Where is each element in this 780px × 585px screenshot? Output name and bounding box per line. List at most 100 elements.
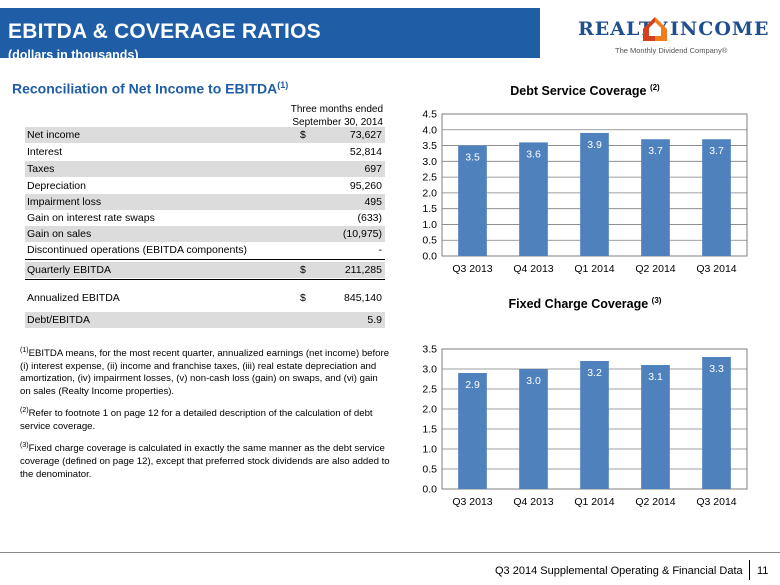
row-label: Discontinued operations (EBITDA componen… <box>27 244 248 256</box>
bar <box>641 139 670 256</box>
page-number: 11 <box>757 565 769 577</box>
row-label: Net income <box>27 129 81 141</box>
y-tick-label: 2.0 <box>422 187 437 199</box>
y-tick-label: 3.0 <box>422 364 437 376</box>
debt-service-coverage-chart: 0.0 0.5 1.0 1.5 2.0 2.5 3.0 3.5 4.0 4.5 3.5 Q3 2013… <box>422 109 748 275</box>
data-label: 3.7 <box>648 145 663 157</box>
x-tick-label: Q2 2014 <box>635 263 675 275</box>
y-tick-label: 0.0 <box>422 484 437 496</box>
row-label: Gain on sales <box>27 228 92 240</box>
bar <box>519 142 548 256</box>
bar <box>519 369 548 489</box>
x-tick-label: Q4 2013 <box>513 263 553 275</box>
table-row: Gain on interest rate swaps (633) <box>25 210 385 226</box>
table-row: Net income $73,627 <box>25 127 385 143</box>
row-value: 211,285 <box>344 264 382 276</box>
row-currency: $ <box>300 264 306 276</box>
bar <box>641 365 670 489</box>
table-row: Discontinued operations (EBITDA componen… <box>25 242 385 258</box>
data-label: 3.0 <box>526 375 541 387</box>
footnote-1: (1)EBITDA means, for the most recent qua… <box>20 347 390 397</box>
row-label: Depreciation <box>27 180 86 192</box>
reconciliation-title-note: (1) <box>277 80 289 90</box>
data-label: 3.6 <box>526 148 541 160</box>
table-column-header: Three months ended September 30, 2014 <box>283 103 383 130</box>
row-label: Interest <box>27 146 63 158</box>
footer-rule <box>0 552 780 553</box>
x-tick-label: Q3 2013 <box>452 263 492 275</box>
y-tick-label: 2.5 <box>422 384 437 396</box>
x-tick-label: Q3 2013 <box>452 496 492 508</box>
data-label: 3.7 <box>709 145 724 157</box>
bar <box>702 357 731 489</box>
y-tick-label: 3.5 <box>422 344 437 356</box>
y-tick-label: 3.5 <box>422 140 437 152</box>
bar <box>458 373 487 489</box>
table-row: Impairment loss 495 <box>25 194 385 210</box>
row-value: 73,627 <box>349 129 382 141</box>
row-value: 95,260 <box>349 180 382 192</box>
row-value: 495 <box>364 196 382 208</box>
house-logo-icon <box>643 17 667 41</box>
table-row: Debt/EBITDA 5.9 <box>25 312 385 328</box>
y-tick-label: 1.5 <box>422 203 437 215</box>
reconciliation-title: Reconciliation of Net Income to EBITDA(1… <box>12 80 289 97</box>
y-tick-label: 4.0 <box>422 124 437 136</box>
y-tick-label: 4.5 <box>422 109 437 121</box>
data-label: 3.1 <box>648 371 663 383</box>
y-tick-label: 0.0 <box>422 251 437 263</box>
fixed-charge-coverage-chart: 0.0 0.5 1.0 1.5 2.0 2.5 3.0 3.5 2.9 Q3 2013 3.0 Q4 … <box>422 344 748 508</box>
footnotes: (1)EBITDA means, for the most recent qua… <box>20 345 390 488</box>
row-value: - <box>378 244 383 256</box>
row-value: (633) <box>357 212 382 224</box>
logo-tagline: The Monthly Dividend Company® <box>615 46 728 55</box>
row-value: (10,975) <box>342 228 382 240</box>
table-row: Interest 52,814 <box>25 144 385 160</box>
y-tick-label: 2.5 <box>422 172 437 184</box>
bar <box>458 145 487 256</box>
table-rule <box>25 259 385 260</box>
data-label: 3.5 <box>465 152 480 164</box>
company-logo: REALTY INCOME The Monthly Dividend Compa… <box>578 16 768 60</box>
data-label: 2.9 <box>465 379 480 391</box>
title-band: EBITDA & COVERAGE RATIOS (dollars in tho… <box>0 8 540 62</box>
x-tick-label: Q1 2014 <box>574 496 614 508</box>
row-label: Taxes <box>27 163 55 175</box>
row-value: 5.9 <box>367 314 382 326</box>
y-tick-label: 1.0 <box>422 444 437 456</box>
data-label: 3.3 <box>709 363 724 375</box>
page-title: EBITDA & COVERAGE RATIOS <box>8 20 321 43</box>
bar <box>702 139 731 256</box>
x-tick-label: Q1 2014 <box>574 263 614 275</box>
y-tick-label: 1.5 <box>422 424 437 436</box>
y-tick-label: 1.0 <box>422 219 437 231</box>
row-label: Annualized EBITDA <box>27 292 120 304</box>
y-tick-label: 2.0 <box>422 404 437 416</box>
x-tick-label: Q4 2013 <box>513 496 553 508</box>
bar <box>580 361 609 489</box>
x-tick-label: Q3 2014 <box>696 263 736 275</box>
y-tick-label: 0.5 <box>422 235 437 247</box>
fixed-charge-chart-title: Fixed Charge Coverage (3) <box>508 296 662 312</box>
table-rule <box>25 279 385 280</box>
footnote-2: (2)Refer to footnote 1 on page 12 for a … <box>20 407 373 432</box>
footer-separator <box>749 560 750 580</box>
row-value: 845,140 <box>344 292 382 304</box>
table-row: Gain on sales (10,975) <box>25 226 385 242</box>
y-tick-label: 3.0 <box>422 156 437 168</box>
logo-word-right: INCOME <box>670 18 770 40</box>
footnote-3: (3)Fixed charge coverage is calculated i… <box>20 442 390 480</box>
data-label: 3.9 <box>587 139 602 151</box>
debt-service-chart-title: Debt Service Coverage (2) <box>510 83 660 99</box>
page-subtitle: (dollars in thousands) <box>8 48 139 62</box>
row-label: Gain on interest rate swaps <box>27 212 155 224</box>
table-row: Annualized EBITDA $845,140 <box>25 290 385 306</box>
table-row: Quarterly EBITDA $211,285 <box>25 262 385 278</box>
footer-text: Q3 2014 Supplemental Operating & Financi… <box>495 565 743 577</box>
x-tick-label: Q2 2014 <box>635 496 675 508</box>
row-value: 697 <box>364 163 382 175</box>
row-label: Quarterly EBITDA <box>27 264 112 276</box>
page-header: EBITDA & COVERAGE RATIOS (dollars in tho… <box>0 0 780 62</box>
row-label: Debt/EBITDA <box>27 314 91 326</box>
data-label: 3.2 <box>587 367 602 379</box>
